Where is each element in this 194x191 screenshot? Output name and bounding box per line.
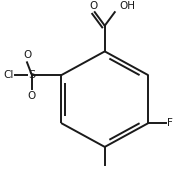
Text: O: O — [23, 50, 31, 60]
Text: F: F — [167, 118, 173, 128]
Text: S: S — [28, 70, 36, 80]
Text: Cl: Cl — [3, 70, 14, 80]
Text: O: O — [28, 91, 36, 101]
Text: OH: OH — [119, 1, 135, 11]
Text: O: O — [90, 1, 98, 11]
